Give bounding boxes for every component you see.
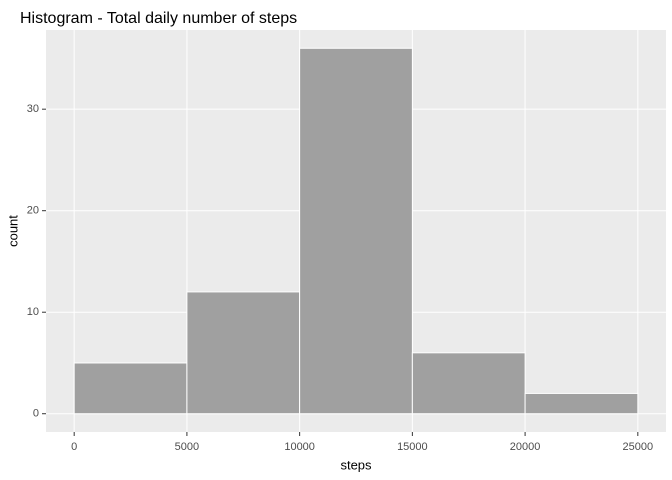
x-tick-label: 10000: [284, 441, 315, 453]
bar: [524, 392, 639, 415]
x-tick-label: 0: [71, 441, 77, 453]
bar: [186, 291, 301, 415]
y-tick-label: 10: [27, 306, 39, 318]
y-tick-label: 30: [27, 103, 39, 115]
x-tick-label: 15000: [397, 441, 428, 453]
x-axis-title: steps: [340, 457, 372, 472]
bar: [411, 352, 526, 415]
y-tick-label: 20: [27, 205, 39, 217]
y-axis-title: count: [5, 215, 20, 247]
y-tick-label: 0: [33, 408, 39, 420]
x-tick-label: 5000: [175, 441, 199, 453]
x-tick-label: 25000: [623, 441, 654, 453]
chart-title: Histogram - Total daily number of steps: [20, 10, 297, 27]
bar: [299, 47, 413, 415]
bar: [73, 362, 188, 415]
x-tick-label: 20000: [510, 441, 541, 453]
